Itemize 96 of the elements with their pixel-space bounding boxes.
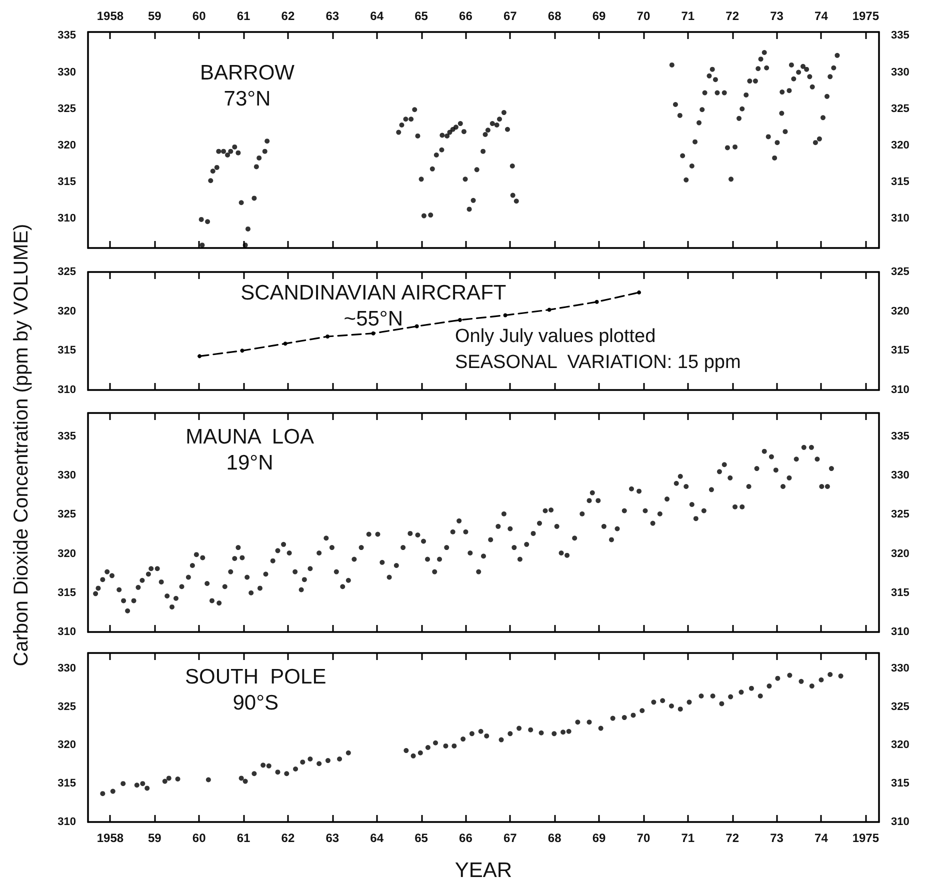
y2-tick-label: 320 bbox=[891, 739, 910, 752]
x2-tick-label: 60 bbox=[192, 9, 206, 23]
y-tick-label: 325 bbox=[58, 700, 76, 713]
x2-tick-label: 70 bbox=[636, 9, 650, 23]
x-tick-label: 68 bbox=[548, 831, 562, 845]
point bbox=[283, 342, 288, 346]
x-tick-label: 1975 bbox=[852, 831, 880, 845]
y-axis-title: Carbon Dioxide Concentration (ppm by VOLUME) bbox=[10, 224, 34, 666]
point bbox=[547, 308, 552, 312]
y2-tick-label: 320 bbox=[891, 139, 910, 152]
y2-tick-label: 335 bbox=[891, 30, 910, 42]
x-tick-label: 74 bbox=[814, 831, 828, 845]
y2-tick-label: 330 bbox=[891, 662, 910, 674]
x2-tick-label: 73 bbox=[770, 9, 784, 23]
point bbox=[637, 290, 642, 294]
x2-tick-label: 68 bbox=[548, 9, 562, 23]
y2-tick-label: 330 bbox=[891, 470, 910, 482]
x-tick-label: 61 bbox=[236, 831, 251, 845]
y2-tick-label: 325 bbox=[891, 266, 910, 278]
y2-tick-label: 315 bbox=[891, 586, 910, 599]
y-tick-label: 320 bbox=[58, 739, 76, 752]
y2-tick-label: 310 bbox=[891, 816, 910, 828]
x2-tick-label: 65 bbox=[414, 9, 428, 23]
point bbox=[414, 324, 419, 328]
x2-tick-label: 62 bbox=[281, 9, 295, 23]
y2-tick-label: 310 bbox=[891, 384, 910, 396]
x2-tick-label: 66 bbox=[459, 9, 473, 23]
x2-tick-label: 67 bbox=[503, 9, 518, 23]
x-tick-label: 73 bbox=[770, 831, 784, 845]
text: BARROW 73°N bbox=[200, 62, 295, 110]
y2-tick-label: 325 bbox=[891, 700, 910, 713]
x-tick-label: 69 bbox=[592, 831, 606, 845]
y2-tick-label: 325 bbox=[891, 102, 910, 115]
y-tick-label: 325 bbox=[58, 266, 76, 278]
y-tick-label: 310 bbox=[58, 384, 76, 396]
y2-tick-label: 330 bbox=[891, 66, 910, 78]
point bbox=[371, 331, 376, 336]
x-axis-title: YEAR bbox=[454, 859, 512, 882]
x2-tick-label: 1975 bbox=[852, 9, 880, 23]
y-tick-label: 330 bbox=[58, 66, 76, 78]
point bbox=[503, 313, 508, 318]
x2-tick-label: 71 bbox=[681, 9, 695, 23]
x2-tick-label: 69 bbox=[592, 9, 606, 23]
x-tick-label: 71 bbox=[681, 831, 695, 845]
x2-tick-label: 61 bbox=[236, 9, 251, 23]
x-tick-label: 60 bbox=[192, 831, 206, 845]
y-tick-label: 315 bbox=[58, 586, 76, 599]
x-tick-label: 59 bbox=[148, 831, 162, 845]
y-tick-label: 315 bbox=[58, 778, 76, 790]
y-tick-label: 315 bbox=[58, 344, 76, 357]
point bbox=[240, 348, 244, 353]
x2-tick-label: 1958 bbox=[96, 9, 124, 23]
y-tick-label: 335 bbox=[58, 30, 76, 42]
point bbox=[594, 300, 599, 304]
y-tick-label: 310 bbox=[58, 816, 76, 828]
y2-tick-label: 320 bbox=[891, 548, 910, 560]
y-tick-label: 310 bbox=[58, 212, 76, 225]
y-tick-label: 320 bbox=[58, 548, 76, 560]
y-tick-label: 310 bbox=[58, 626, 76, 638]
text: SOUTH POLE 90°S bbox=[184, 666, 326, 714]
x-tick-label: 1958 bbox=[96, 831, 124, 845]
x-tick-label: 62 bbox=[281, 831, 295, 845]
y-tick-label: 330 bbox=[58, 662, 76, 674]
y2-tick-label: 320 bbox=[891, 305, 910, 318]
y-tick-label: 330 bbox=[58, 470, 76, 482]
y-tick-label: 335 bbox=[58, 430, 76, 442]
annotation: SEASONAL VARIATION: 15 ppm bbox=[455, 352, 741, 373]
y2-tick-label: 325 bbox=[891, 508, 910, 521]
x2-tick-label: 63 bbox=[326, 9, 340, 23]
x2-tick-label: 74 bbox=[814, 9, 828, 23]
y2-tick-label: 310 bbox=[891, 626, 910, 638]
x2-tick-label: 59 bbox=[148, 9, 162, 23]
x-tick-label: 65 bbox=[414, 831, 428, 845]
x-tick-label: 70 bbox=[636, 831, 650, 845]
y-tick-label: 325 bbox=[58, 508, 76, 521]
y2-tick-label: 315 bbox=[891, 176, 910, 188]
text: MAUNA LOA 19°N bbox=[186, 426, 314, 474]
y-tick-label: 325 bbox=[58, 102, 76, 115]
y-tick-label: 320 bbox=[58, 139, 76, 152]
point bbox=[198, 354, 202, 358]
x2-tick-label: 72 bbox=[726, 9, 740, 23]
point bbox=[326, 334, 330, 339]
annotation: Only July values plotted bbox=[455, 326, 656, 347]
y-tick-label: 315 bbox=[58, 176, 76, 188]
x-tick-label: 67 bbox=[503, 831, 518, 845]
x-tick-label: 63 bbox=[326, 831, 340, 845]
y2-tick-label: 335 bbox=[891, 430, 910, 442]
point bbox=[458, 318, 462, 322]
y2-tick-label: 315 bbox=[891, 778, 910, 790]
y2-tick-label: 310 bbox=[891, 212, 910, 225]
x-tick-label: 66 bbox=[459, 831, 473, 845]
x-tick-label: 72 bbox=[726, 831, 740, 845]
y2-tick-label: 315 bbox=[891, 344, 910, 357]
x2-tick-label: 64 bbox=[370, 9, 384, 23]
x-tick-label: 64 bbox=[370, 831, 384, 845]
y-tick-label: 320 bbox=[58, 305, 76, 318]
